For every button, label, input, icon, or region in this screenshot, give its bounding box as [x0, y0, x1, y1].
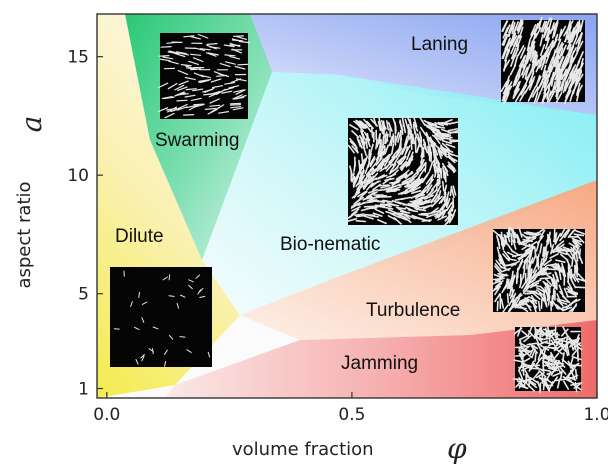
phase-label-turbulence: Turbulence [366, 300, 460, 321]
y-tick-label: 1 [78, 380, 89, 400]
snapshot-dilute [110, 267, 212, 367]
phase-label-swarming: Swarming [155, 130, 239, 151]
snapshot-jamming [512, 324, 583, 393]
x-axis-label: volume fraction [232, 439, 374, 460]
phase-label-laning: Laning [411, 34, 468, 55]
phase-label-dilute: Dilute [115, 226, 164, 247]
x-tick-label: 0.5 [338, 405, 365, 425]
x-axis-symbol: φ [447, 432, 467, 465]
snapshot-laning [500, 16, 585, 105]
y-tick-label: 10 [67, 166, 89, 186]
y-tick-label: 15 [67, 48, 89, 68]
snapshot-swarming [157, 33, 251, 119]
snapshot-insets [110, 16, 588, 393]
x-tick-label: 1.0 [583, 405, 608, 425]
region-jamming [165, 320, 597, 398]
y-axis-label: aspect ratio [14, 181, 35, 288]
snapshot-bio-nematic [346, 116, 460, 227]
y-axis-symbol: a [15, 116, 48, 133]
plot-frame [96, 13, 598, 399]
y-tick-label: 5 [78, 285, 89, 305]
snapshot-turbulence [490, 227, 588, 314]
x-tick-label: 0.0 [93, 405, 120, 425]
phase-label-bio-nematic: Bio-nematic [280, 234, 380, 255]
phase-label-jamming: Jamming [341, 353, 418, 374]
